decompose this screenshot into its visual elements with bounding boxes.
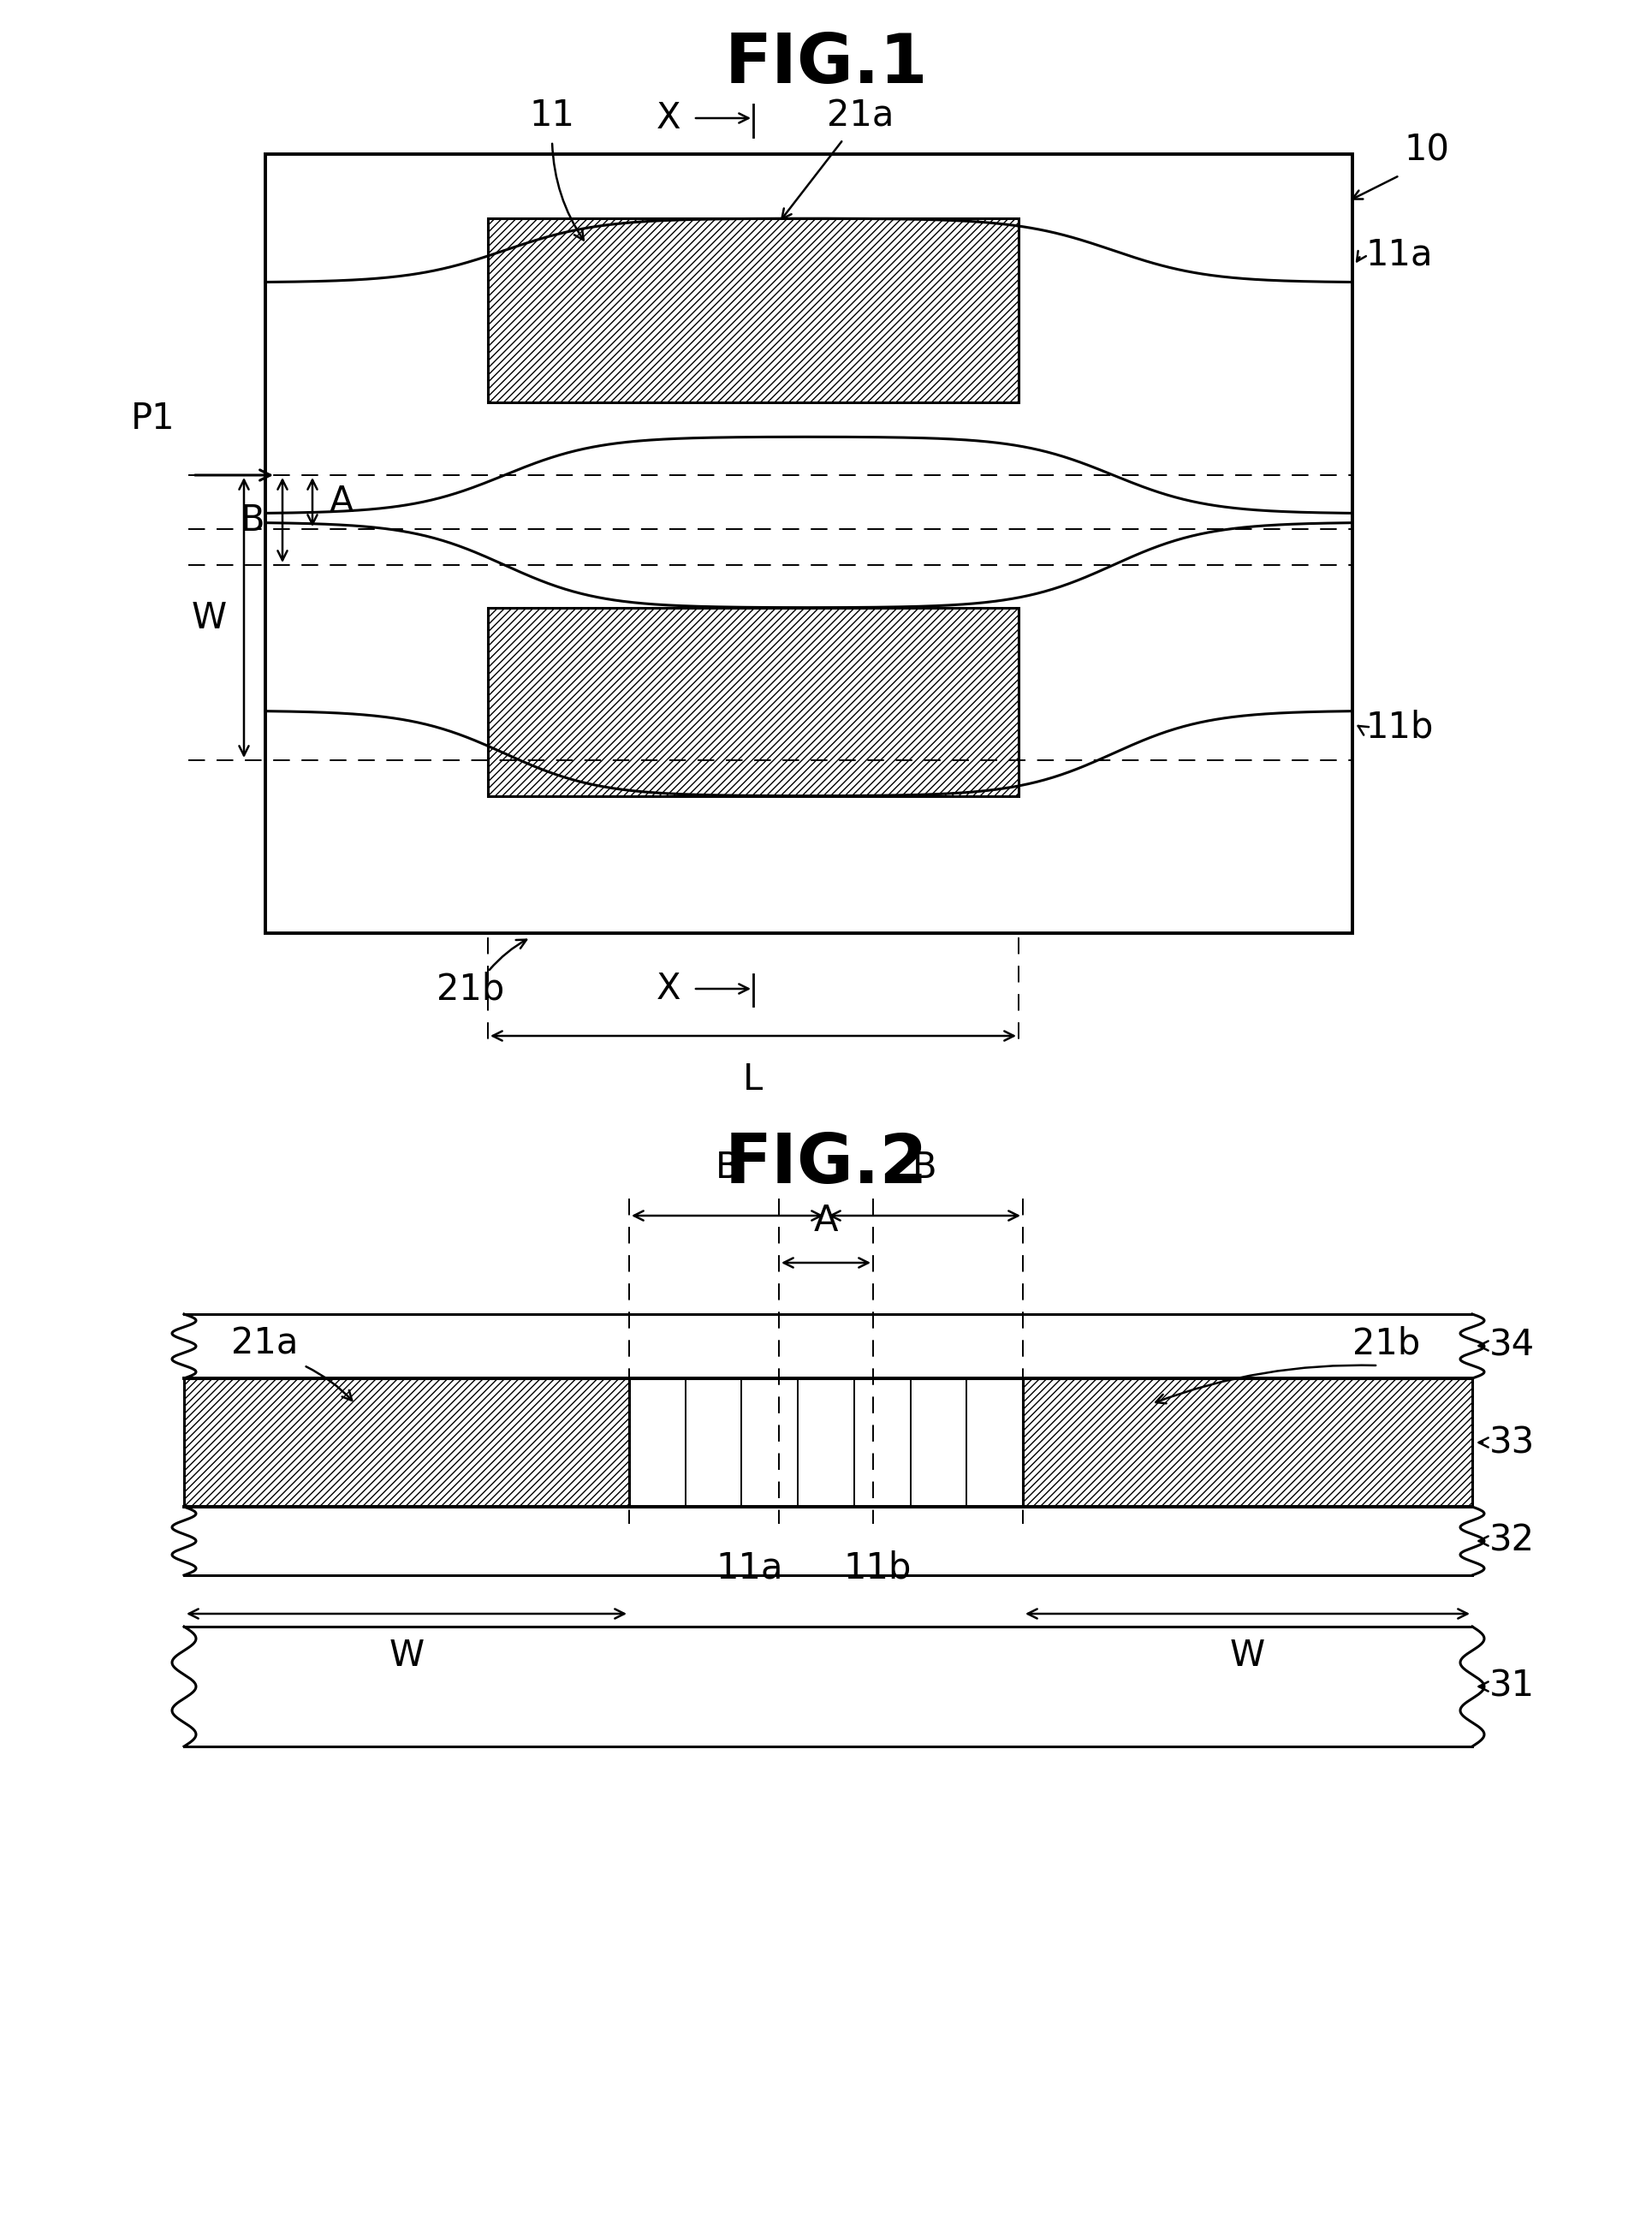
Text: 21b: 21b (436, 970, 504, 1006)
Text: 33: 33 (1488, 1424, 1535, 1460)
Text: W: W (388, 1638, 425, 1673)
Text: L: L (743, 1061, 763, 1097)
Text: 11a: 11a (715, 1549, 783, 1586)
Text: P1: P1 (131, 400, 175, 436)
Text: W: W (192, 601, 226, 636)
Text: 11: 11 (529, 98, 575, 134)
Bar (487, 218, 1018, 403)
Text: FIG.2: FIG.2 (724, 1130, 927, 1197)
Text: B: B (715, 1150, 740, 1186)
Text: 11b: 11b (843, 1549, 910, 1586)
Text: B: B (241, 503, 266, 538)
Text: 10: 10 (1403, 131, 1449, 167)
Bar (1023, 1377, 1472, 1506)
Text: FIG.1: FIG.1 (724, 31, 927, 98)
Text: 31: 31 (1488, 1669, 1535, 1704)
Text: 11a: 11a (1365, 238, 1432, 274)
Text: W: W (1229, 1638, 1264, 1673)
Text: A: A (329, 485, 354, 521)
Bar (266, 154, 1351, 932)
Bar (183, 1377, 629, 1506)
Text: 34: 34 (1488, 1328, 1535, 1364)
Text: A: A (813, 1204, 838, 1239)
Text: X: X (656, 100, 681, 136)
Text: 11b: 11b (1365, 710, 1432, 745)
Text: 21a: 21a (826, 98, 894, 134)
Text: X: X (656, 970, 681, 1006)
Bar (487, 607, 1018, 797)
Text: 32: 32 (1488, 1522, 1535, 1560)
Text: B: B (912, 1150, 937, 1186)
Bar (629, 1377, 1023, 1506)
Text: 21b: 21b (1351, 1326, 1419, 1362)
Text: 21a: 21a (231, 1326, 297, 1362)
